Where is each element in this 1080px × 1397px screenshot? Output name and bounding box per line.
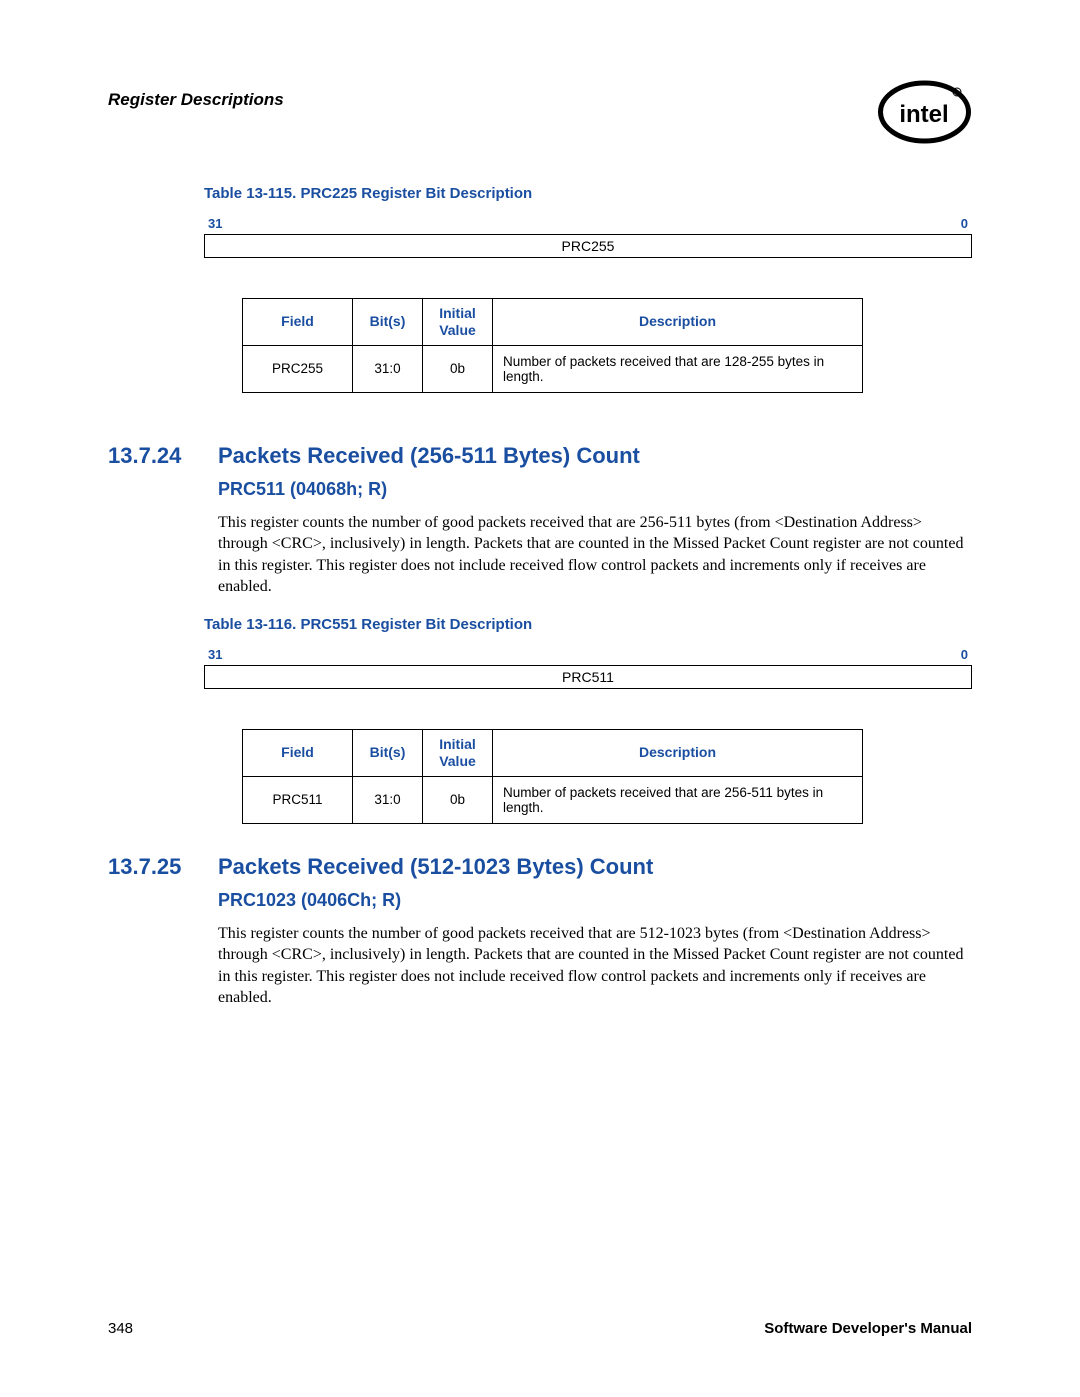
section-24-heading: 13.7.24 Packets Received (256-511 Bytes)… xyxy=(108,443,972,469)
cell-field: PRC255 xyxy=(243,345,353,392)
table-header-row: Field Bit(s) Initial Value Description xyxy=(243,299,863,346)
cell-bits: 31:0 xyxy=(353,776,423,823)
col-field: Field xyxy=(243,729,353,776)
page-number: 348 xyxy=(108,1320,133,1337)
table-row: PRC511 31:0 0b Number of packets receive… xyxy=(243,776,863,823)
footer-doc-title: Software Developer's Manual xyxy=(764,1320,972,1337)
col-bits: Bit(s) xyxy=(353,729,423,776)
field-table-116: Field Bit(s) Initial Value Description P… xyxy=(242,729,863,824)
bit-cell: PRC511 xyxy=(204,665,972,689)
cell-field: PRC511 xyxy=(243,776,353,823)
header-title: Register Descriptions xyxy=(108,80,284,110)
table-header-row: Field Bit(s) Initial Value Description xyxy=(243,729,863,776)
table-row: PRC255 31:0 0b Number of packets receive… xyxy=(243,345,863,392)
cell-desc: Number of packets received that are 256-… xyxy=(493,776,863,823)
bit-low-label: 0 xyxy=(961,647,968,662)
bit-layout-116: 31 0 PRC511 xyxy=(204,647,972,689)
page-footer: 348 Software Developer's Manual xyxy=(108,1320,972,1337)
col-field: Field xyxy=(243,299,353,346)
section-24-body: This register counts the number of good … xyxy=(218,512,972,598)
section-25-subtitle: PRC1023 (0406Ch; R) xyxy=(218,890,972,911)
section-title: Packets Received (512-1023 Bytes) Count xyxy=(218,854,653,880)
section-25-heading: 13.7.25 Packets Received (512-1023 Bytes… xyxy=(108,854,972,880)
col-desc: Description xyxy=(493,729,863,776)
bit-high-label: 31 xyxy=(208,647,222,662)
col-desc: Description xyxy=(493,299,863,346)
section-number: 13.7.24 xyxy=(108,443,218,469)
page: Register Descriptions intel R Table 13-1… xyxy=(0,0,1080,1397)
page-header: Register Descriptions intel R xyxy=(108,80,972,145)
col-initial: Initial Value xyxy=(423,299,493,346)
table-115-caption: Table 13-115. PRC225 Register Bit Descri… xyxy=(204,185,972,202)
field-table-115: Field Bit(s) Initial Value Description P… xyxy=(242,298,863,393)
svg-text:R: R xyxy=(955,91,959,97)
svg-text:intel: intel xyxy=(899,101,948,128)
bit-high-label: 31 xyxy=(208,216,222,231)
section-25-body: This register counts the number of good … xyxy=(218,923,972,1009)
section-24-subtitle: PRC511 (04068h; R) xyxy=(218,479,972,500)
cell-initial: 0b xyxy=(423,776,493,823)
cell-bits: 31:0 xyxy=(353,345,423,392)
bit-cell: PRC255 xyxy=(204,234,972,258)
col-initial: Initial Value xyxy=(423,729,493,776)
cell-initial: 0b xyxy=(423,345,493,392)
col-bits: Bit(s) xyxy=(353,299,423,346)
bit-layout-115: 31 0 PRC255 xyxy=(204,216,972,258)
section-title: Packets Received (256-511 Bytes) Count xyxy=(218,443,640,469)
table-116-caption: Table 13-116. PRC551 Register Bit Descri… xyxy=(204,616,972,633)
cell-desc: Number of packets received that are 128-… xyxy=(493,345,863,392)
section-number: 13.7.25 xyxy=(108,854,218,880)
bit-low-label: 0 xyxy=(961,216,968,231)
intel-logo: intel R xyxy=(877,80,972,145)
